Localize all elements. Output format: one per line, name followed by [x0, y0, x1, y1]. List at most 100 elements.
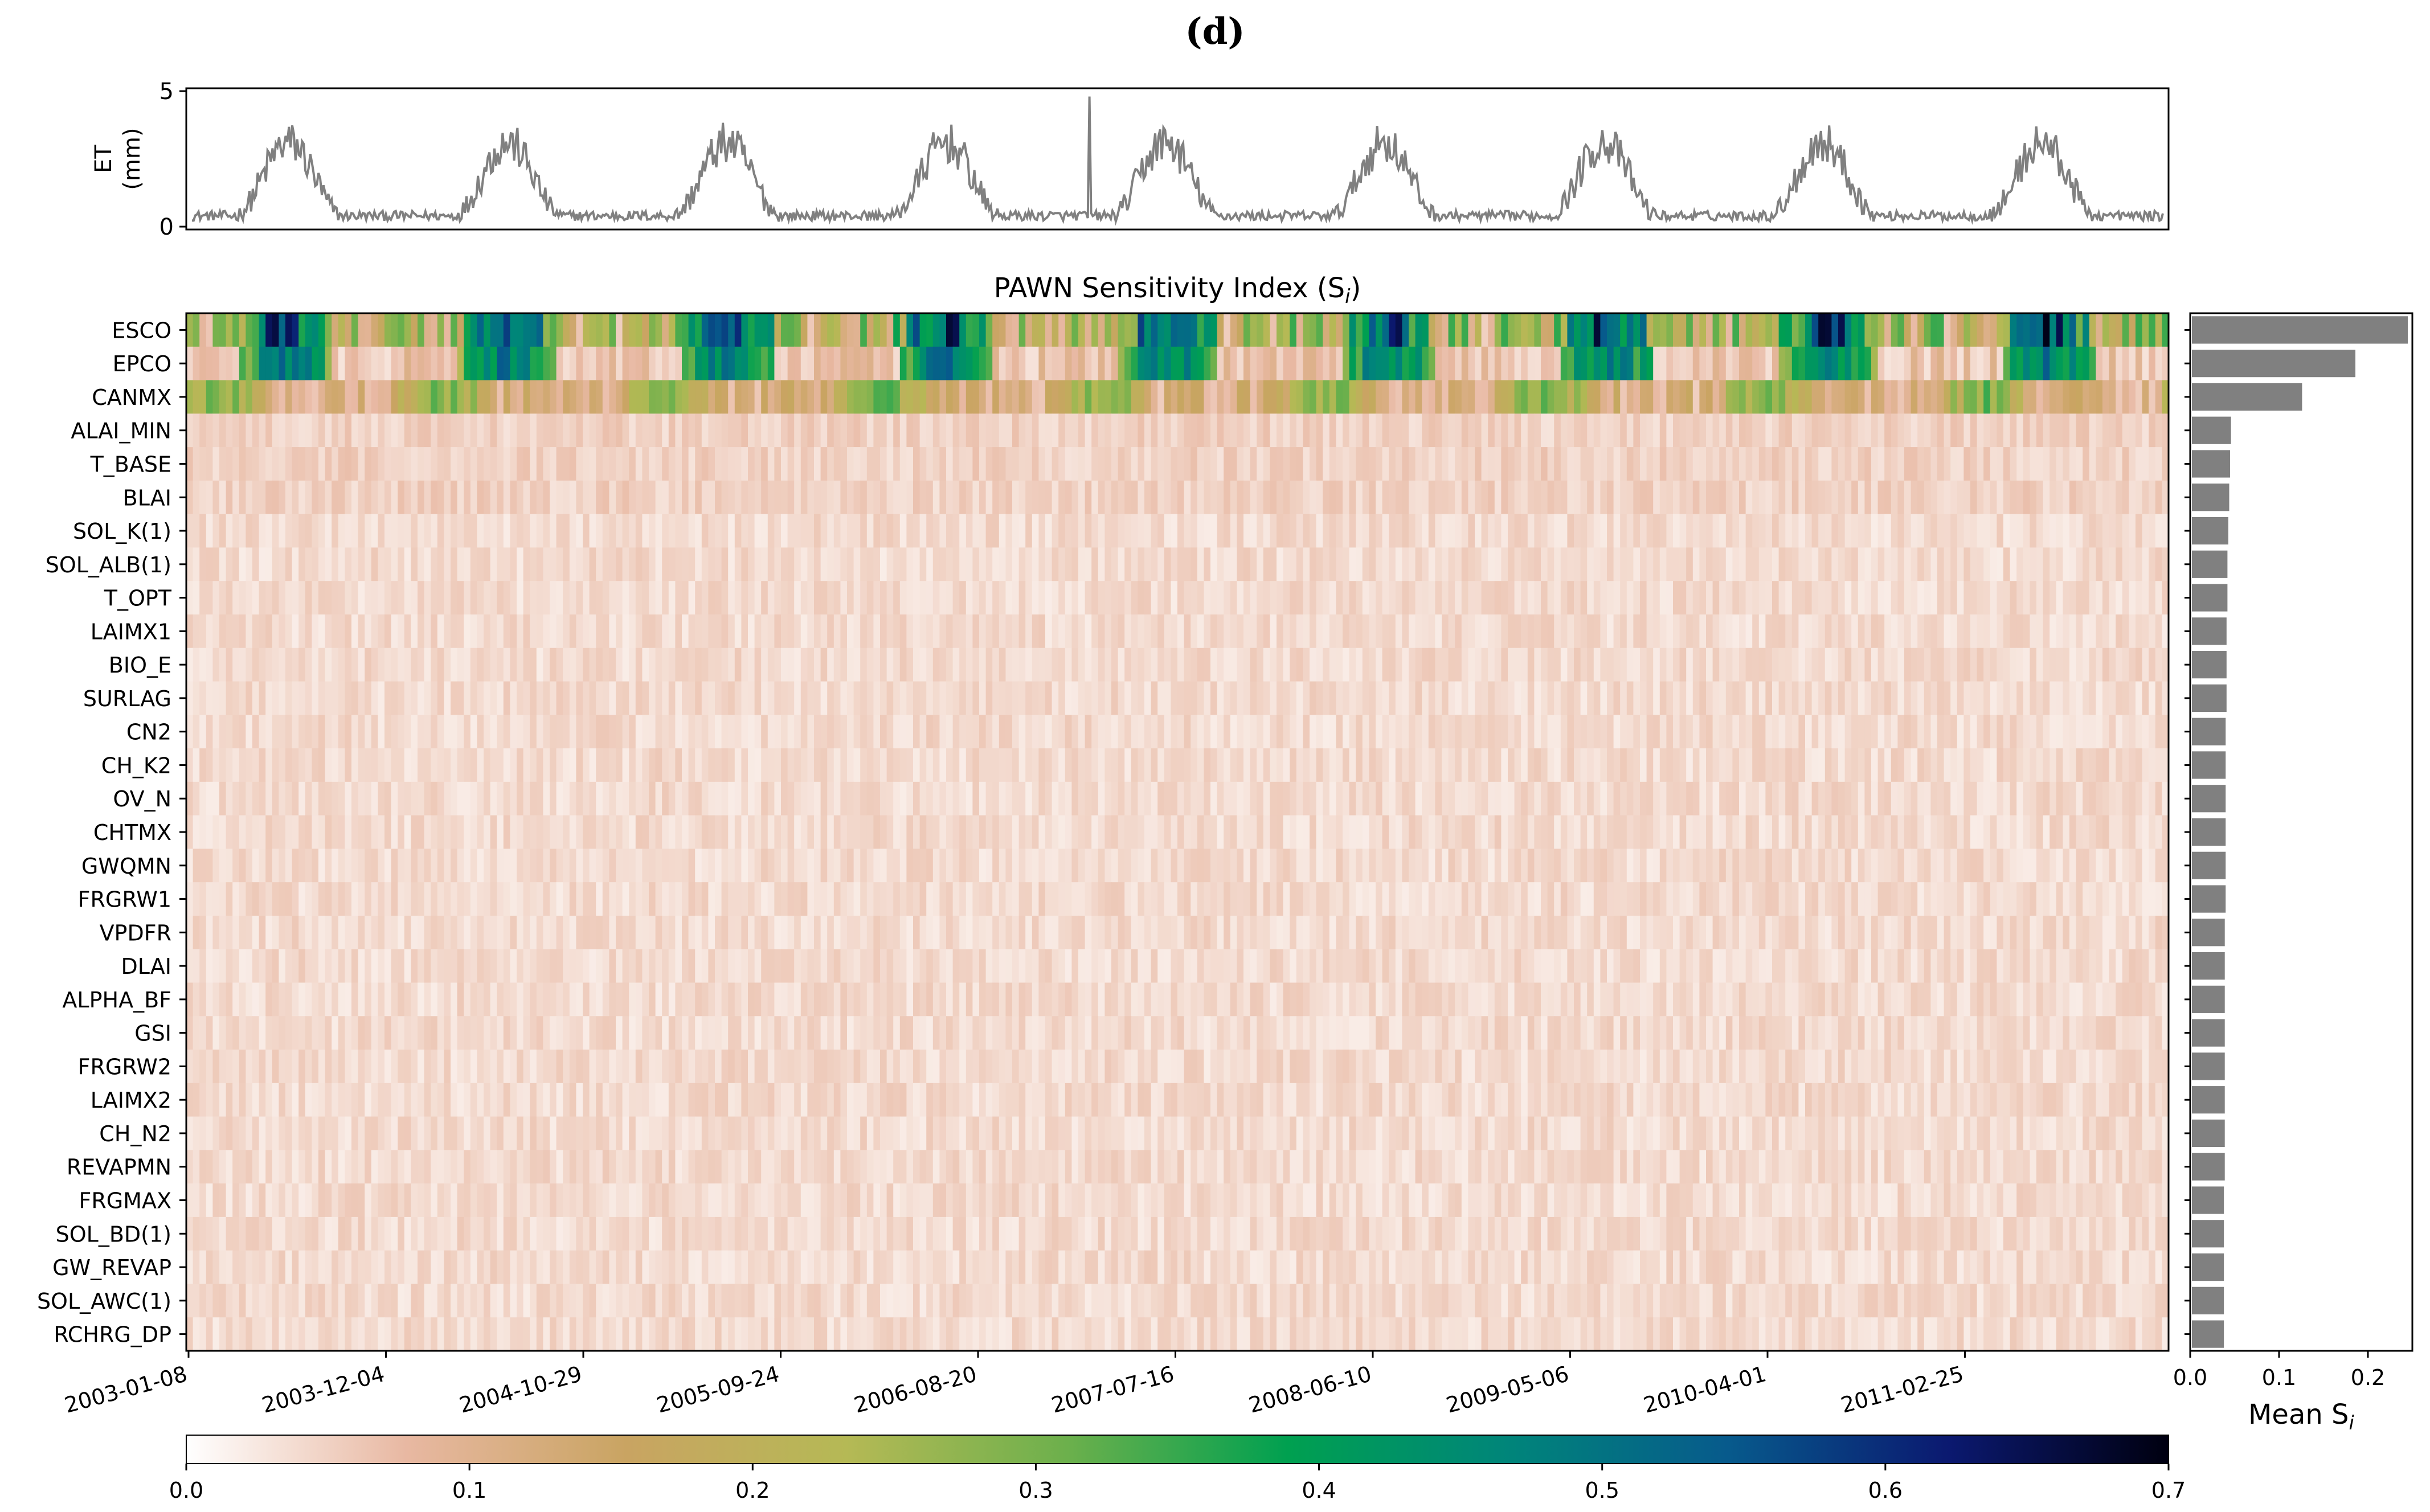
- heatmap-cell: [932, 681, 940, 715]
- heatmap-cell: [1957, 648, 1964, 682]
- heatmap-cell: [1012, 380, 1020, 414]
- heatmap-cell: [807, 681, 815, 715]
- heatmap-cell: [682, 413, 689, 448]
- heatmap-cell: [1118, 681, 1125, 715]
- heatmap-cell: [1376, 815, 1383, 849]
- heatmap-cell: [1065, 648, 1072, 682]
- heatmap-cell: [1296, 849, 1303, 883]
- heatmap-cell: [477, 313, 484, 347]
- heatmap-cell: [1389, 748, 1396, 782]
- heatmap-cell: [1369, 715, 1376, 749]
- heatmap-cell: [1646, 715, 1654, 749]
- heatmap-cell: [1475, 748, 1482, 782]
- heatmap-cell: [1831, 614, 1839, 649]
- heatmap-cell: [979, 815, 987, 849]
- heatmap-cell: [1884, 715, 1892, 749]
- heatmap-cell: [979, 480, 987, 515]
- heatmap-cell: [1058, 313, 1066, 347]
- heatmap-cell: [1005, 748, 1013, 782]
- heatmap-cell: [833, 748, 841, 782]
- heatmap-cell: [2016, 313, 2024, 347]
- heatmap-cell: [2049, 413, 2057, 448]
- heatmap-cell: [1600, 715, 1607, 749]
- heatmap-cell: [1521, 413, 1528, 448]
- heatmap-cell: [437, 313, 444, 347]
- heatmap-cell: [2109, 748, 2116, 782]
- heatmap-cell: [794, 581, 801, 615]
- heatmap-cell: [411, 648, 418, 682]
- heatmap-cell: [391, 581, 398, 615]
- heatmap-cell: [2089, 413, 2096, 448]
- heatmap-cell: [622, 748, 629, 782]
- heatmap-cell: [1475, 313, 1482, 347]
- heatmap-cell: [609, 748, 616, 782]
- heatmap-cell: [1778, 514, 1786, 548]
- heatmap-cell: [1494, 346, 1502, 381]
- heatmap-cell: [1091, 715, 1099, 749]
- heatmap-cell: [1534, 380, 1541, 414]
- heatmap-cell: [1131, 815, 1138, 849]
- heatmap-cell: [1184, 648, 1191, 682]
- heatmap-cell: [708, 581, 715, 615]
- heatmap-cell: [847, 681, 854, 715]
- heatmap-cell: [1164, 849, 1171, 883]
- heatmap-cell: [1111, 313, 1119, 347]
- heatmap-cell: [2096, 781, 2103, 816]
- heatmap-cell: [1382, 514, 1389, 548]
- heatmap-cell: [523, 748, 530, 782]
- heatmap-cell: [206, 581, 213, 615]
- heatmap-cell: [1316, 380, 1323, 414]
- heatmap-cell: [2030, 648, 2037, 682]
- heatmap-cell: [959, 614, 967, 649]
- heatmap-cell: [1349, 614, 1356, 649]
- heatmap-cell: [378, 313, 385, 347]
- heatmap-cell: [1997, 447, 2004, 481]
- heatmap-cell: [1131, 581, 1138, 615]
- heatmap-cell: [338, 413, 345, 448]
- heatmap-cell: [232, 480, 240, 515]
- heatmap-cell: [2136, 715, 2143, 749]
- heatmap-cell: [1422, 781, 1429, 816]
- heatmap-cell: [827, 815, 834, 849]
- heatmap-cell: [1197, 781, 1204, 816]
- heatmap-cell: [437, 413, 444, 448]
- heatmap-cell: [1270, 514, 1277, 548]
- heatmap-cell: [800, 581, 808, 615]
- heatmap-cell: [2089, 346, 2096, 381]
- heatmap-cell: [1521, 547, 1528, 581]
- heatmap-cell: [1164, 413, 1171, 448]
- heatmap-cell: [298, 849, 306, 883]
- heatmap-cell: [1811, 648, 1819, 682]
- heatmap-cell: [1091, 480, 1099, 515]
- heatmap-cell: [1237, 815, 1244, 849]
- heatmap-cell: [913, 849, 921, 883]
- heatmap-cell: [655, 581, 662, 615]
- heatmap-cell: [1144, 715, 1152, 749]
- heatmap-cell: [701, 748, 709, 782]
- heatmap-cell: [2049, 514, 2057, 548]
- heatmap-cell: [847, 514, 854, 548]
- heatmap-cell: [252, 313, 260, 347]
- heatmap-cell: [1177, 815, 1185, 849]
- heatmap-cell: [1613, 514, 1621, 548]
- heatmap-cell: [833, 413, 841, 448]
- heatmap-cell: [569, 480, 576, 515]
- heatmap-cell: [1012, 346, 1020, 381]
- heatmap-cell: [318, 815, 326, 849]
- heatmap-cell: [1052, 648, 1059, 682]
- heatmap-cell: [470, 748, 477, 782]
- heatmap-cell: [1124, 413, 1132, 448]
- heatmap-cell: [1666, 480, 1674, 515]
- heatmap-cell: [1422, 313, 1429, 347]
- heatmap-cell: [1884, 313, 1892, 347]
- heatmap-cell: [1382, 447, 1389, 481]
- heatmap-cell: [457, 715, 464, 749]
- heatmap-cell: [748, 413, 755, 448]
- heatmap-cell: [952, 748, 960, 782]
- heatmap-cell: [1065, 614, 1072, 649]
- heatmap-cell: [1118, 815, 1125, 849]
- heatmap-cell: [1389, 313, 1396, 347]
- heatmap-cell: [926, 648, 934, 682]
- heatmap-cell: [1858, 815, 1865, 849]
- heatmap-cell: [992, 681, 1000, 715]
